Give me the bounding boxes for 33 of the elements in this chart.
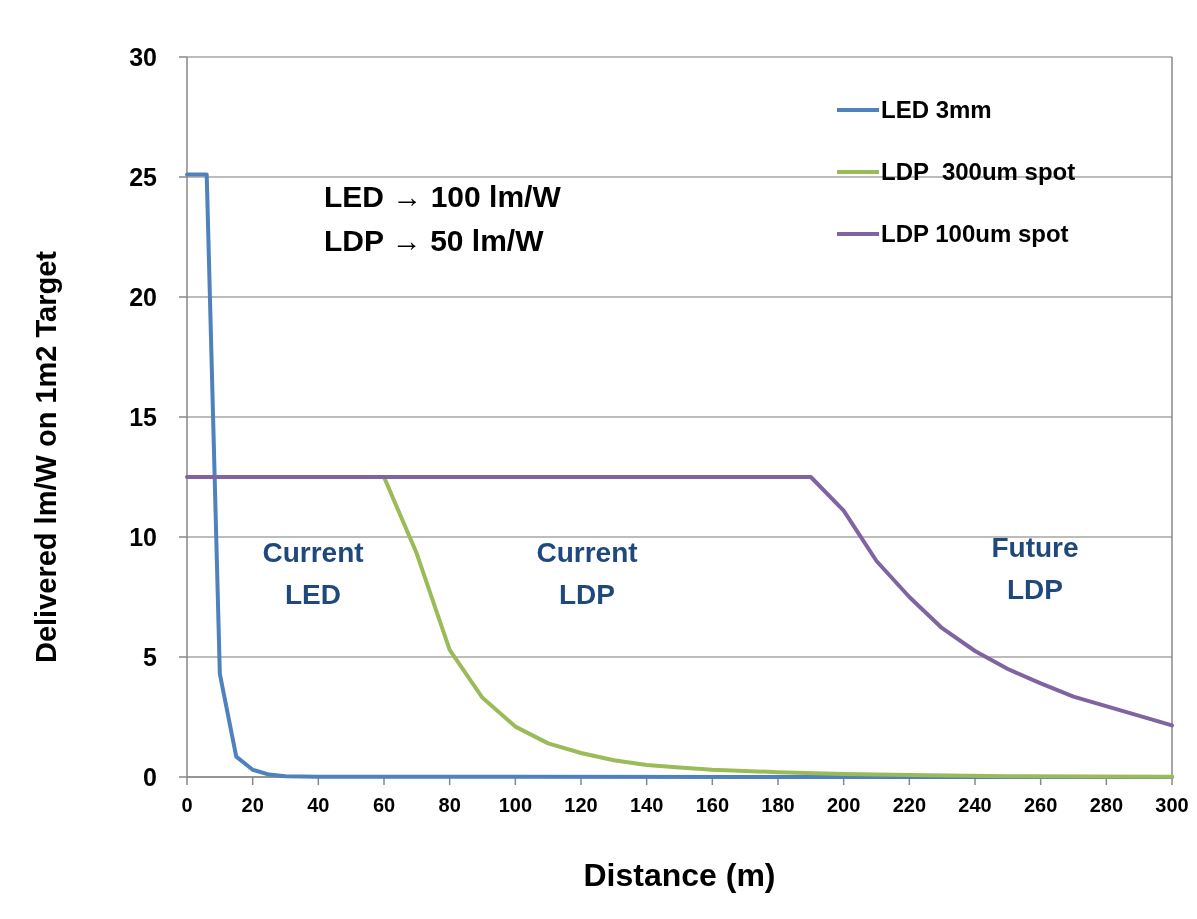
y-tick-label: 10 [129, 522, 157, 551]
y-tick-label: 25 [129, 162, 158, 191]
line-series [185, 475, 1174, 728]
x-tick-label: 200 [826, 794, 861, 816]
x-tick-label: 100 [498, 794, 533, 816]
x-tick-label: 260 [1023, 794, 1058, 816]
y-axis-title: Delivered lm/W on 1m2 Target [30, 250, 62, 664]
annotation: LED → 100 lm/W LDP → 50 lm/W [324, 180, 562, 257]
y-tick-label: 5 [143, 642, 158, 671]
y-tick-label: 30 [129, 42, 157, 71]
x-tick-label: 240 [958, 794, 992, 816]
annotation: Future LDP [991, 532, 1079, 605]
legend-label: LDP 300um spot [881, 158, 1076, 186]
legend-label: LED 3mm [881, 96, 992, 124]
x-axis-title: Distance (m) [583, 857, 776, 893]
legend-label: LDP 100um spot [881, 220, 1069, 248]
x-tick-label: 60 [372, 794, 396, 816]
y-tick-label: 20 [129, 282, 157, 311]
x-tick-label: 0 [181, 794, 193, 816]
x-tick-label: 40 [307, 794, 330, 816]
y-tick-label: 0 [143, 762, 157, 791]
x-tick-label: 120 [564, 794, 598, 816]
annotation: Current LED [262, 537, 364, 610]
x-tick-label: 280 [1089, 794, 1124, 816]
x-tick-label: 20 [241, 794, 264, 816]
x-tick-label: 300 [1155, 794, 1189, 816]
y-tick-label: 15 [129, 402, 158, 431]
annotation: Current LDP [536, 537, 638, 610]
x-tick-label: 140 [629, 794, 664, 816]
x-tick-label: 180 [761, 794, 795, 816]
x-tick-label: 160 [695, 794, 730, 816]
x-tick-label: 220 [892, 794, 927, 816]
x-tick-label: 80 [438, 794, 461, 816]
